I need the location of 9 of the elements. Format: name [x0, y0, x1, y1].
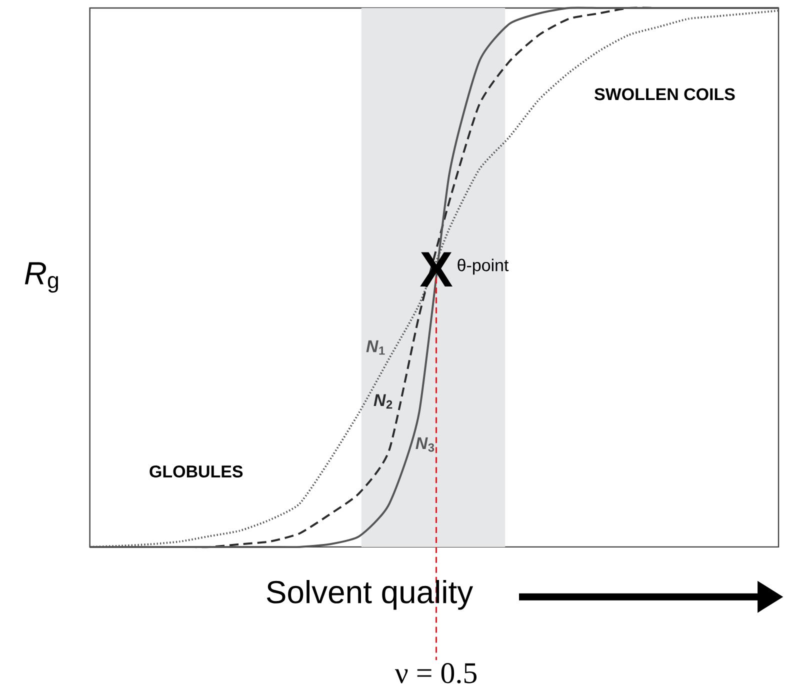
y-axis-title: R$_{g}$ [24, 262, 58, 293]
series-label: N$_{3}$ [416, 438, 434, 452]
annotation: SWOLLEN COILS [594, 88, 735, 100]
series-label: N$_{2}$ [374, 394, 392, 409]
x-axis-title: Solvent quality [266, 580, 474, 610]
text: ν = 0.5 [394, 663, 477, 684]
series-label: N$_{1}$ [366, 340, 385, 355]
annotation: θ-point [458, 258, 509, 275]
annotation: GLOBULES [150, 466, 243, 478]
